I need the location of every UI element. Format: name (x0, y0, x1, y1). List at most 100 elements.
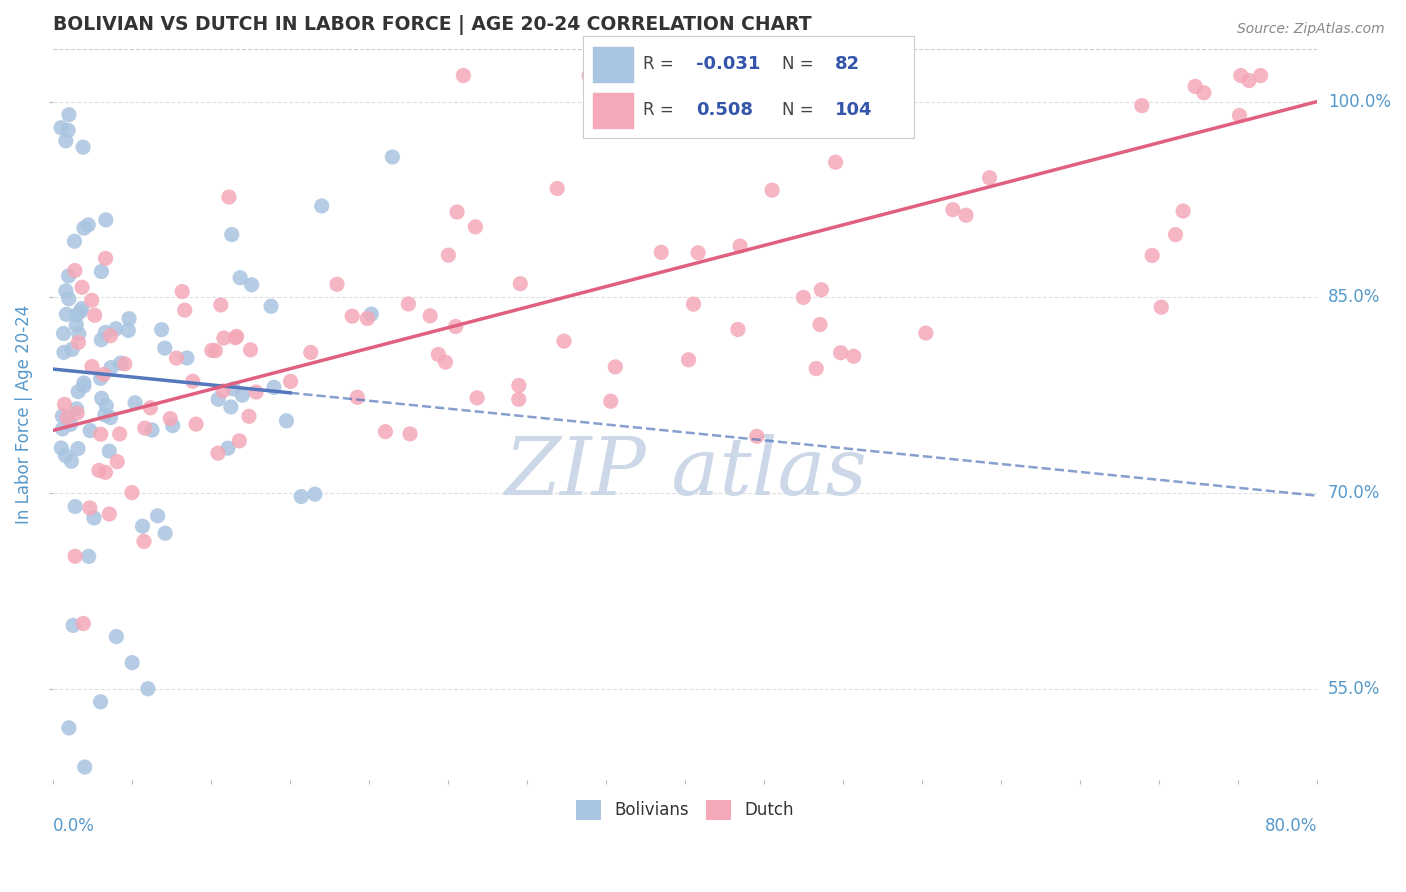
Text: R =: R = (643, 55, 673, 73)
Point (56, 123, 79, 137)
Point (225, 329, 247, 343)
Point (209, 298, 232, 312)
Point (90, 427, 112, 442)
Point (346, 390, 368, 404)
Point (260, 299, 283, 313)
Point (65, 318, 87, 332)
Point (238, 409, 260, 424)
Point (73, 221, 96, 235)
Point (69, 304, 91, 318)
Point (98, 507, 121, 521)
Point (73, 379, 96, 393)
Point (173, 303, 195, 318)
Point (153, 341, 176, 355)
Point (70, 280, 93, 294)
Point (60, 454, 83, 468)
Point (131, 519, 153, 533)
Text: -0.031: -0.031 (696, 55, 761, 73)
Point (79, 424, 101, 438)
Point (228, 434, 250, 448)
Point (311, 199, 333, 213)
Point (780, 69, 803, 83)
Point (73, 376, 96, 390)
Point (100, 328, 122, 343)
Point (63, 263, 86, 277)
Point (162, 418, 184, 433)
Point (55, 134, 77, 148)
Point (105, 455, 128, 469)
Point (979, 170, 1001, 185)
Point (55, 284, 77, 298)
Point (204, 343, 226, 358)
Point (326, 277, 349, 292)
Point (942, 202, 965, 217)
Point (52, 326, 75, 341)
Point (150, 323, 173, 337)
Point (212, 384, 235, 398)
Point (914, 326, 936, 340)
Point (96, 399, 118, 413)
Point (63, 549, 86, 564)
Point (263, 380, 285, 394)
Point (1171, 204, 1194, 219)
Point (132, 534, 155, 549)
Point (678, 352, 700, 367)
Point (105, 630, 128, 644)
Point (465, 391, 488, 405)
Point (605, 359, 627, 374)
Point (55, 449, 77, 463)
Point (139, 401, 162, 415)
Point (217, 441, 239, 455)
Point (851, 106, 873, 120)
Point (1229, 108, 1251, 122)
Point (1130, 98, 1153, 112)
Point (134, 421, 156, 435)
Point (100, 410, 122, 425)
Point (87, 463, 110, 477)
Point (207, 392, 229, 407)
Point (83, 308, 105, 322)
Point (141, 423, 163, 437)
Point (650, 245, 672, 260)
Point (212, 331, 235, 345)
Text: N =: N = (782, 55, 813, 73)
Point (360, 307, 382, 321)
Point (63, 500, 86, 514)
Point (67, 442, 90, 456)
Text: N =: N = (782, 101, 813, 119)
Point (792, 290, 814, 304)
Point (73, 760, 96, 774)
Point (98, 444, 121, 458)
Point (222, 382, 245, 396)
Point (374, 425, 396, 439)
Point (51, 409, 73, 424)
Point (172, 285, 194, 299)
Point (955, 208, 977, 222)
Point (201, 343, 224, 358)
Point (245, 385, 267, 400)
Point (52, 345, 75, 359)
Point (90, 391, 112, 405)
Point (67, 335, 90, 350)
Text: R =: R = (643, 101, 673, 119)
Point (427, 347, 450, 361)
Point (1230, 69, 1253, 83)
Point (221, 227, 243, 242)
Point (434, 355, 457, 369)
Text: 55.0%: 55.0% (1329, 680, 1381, 698)
Point (62, 618, 84, 632)
Point (728, 239, 751, 253)
Point (231, 388, 253, 402)
Point (181, 374, 204, 388)
Point (121, 656, 143, 670)
Point (218, 190, 240, 204)
Point (1184, 79, 1206, 94)
Point (207, 446, 229, 460)
Point (58, 721, 80, 735)
Point (1140, 248, 1163, 262)
Point (508, 392, 530, 407)
Point (419, 309, 441, 323)
Point (688, 245, 710, 260)
Point (290, 490, 312, 504)
Point (224, 331, 246, 345)
